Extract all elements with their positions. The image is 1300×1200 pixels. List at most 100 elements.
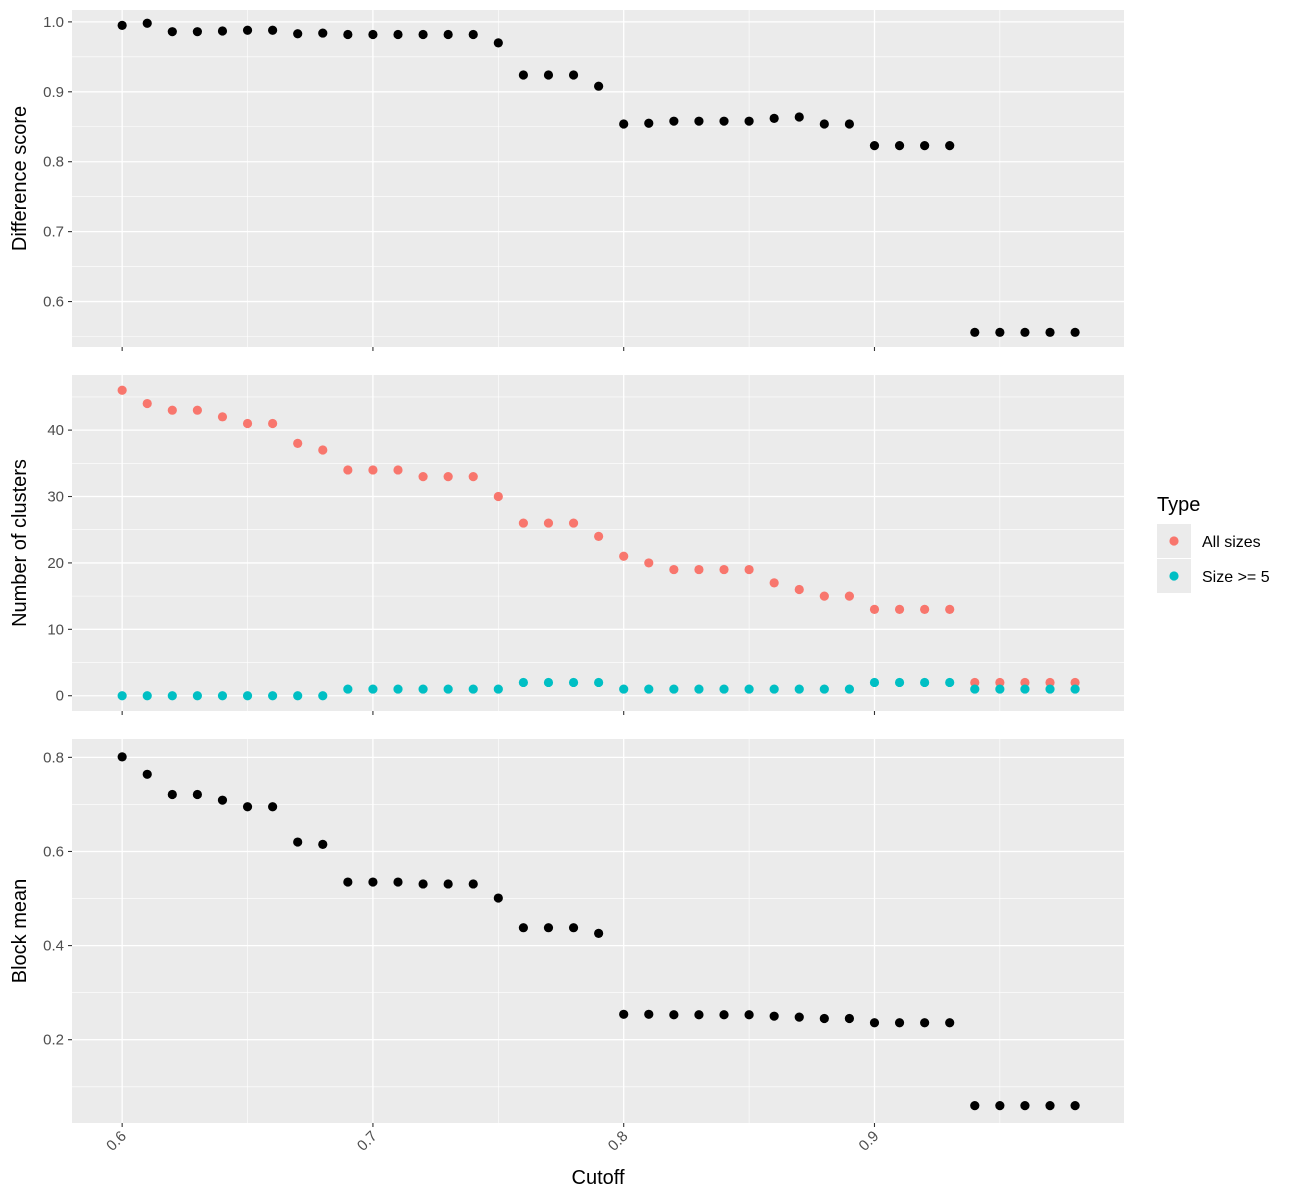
y-tick-label: 20: [47, 555, 64, 572]
data-point: [594, 81, 604, 91]
data-point: [995, 1100, 1005, 1111]
data-point: [418, 684, 428, 694]
data-point: [418, 471, 428, 482]
data-point: [920, 1018, 930, 1028]
data-point: [894, 604, 905, 615]
data-point: [368, 684, 378, 694]
data-point: [242, 691, 253, 701]
panel-1: 0.6 0.7 0.8 0.9 1.0 Difference score: [9, 10, 1124, 351]
data-point: [343, 465, 353, 475]
data-point: [318, 28, 328, 38]
y-tick-label: 10: [47, 621, 64, 638]
y-tick-label: 0.4: [43, 938, 64, 955]
data-point: [1070, 684, 1080, 694]
data-point: [293, 691, 303, 701]
data-point: [945, 1018, 955, 1028]
data-point: [568, 677, 579, 688]
data-point: [1045, 1100, 1055, 1111]
data-point: [719, 564, 729, 575]
data-point: [719, 684, 729, 694]
data-point: [443, 471, 453, 482]
data-point: [769, 578, 779, 588]
y-tick-label: 0.6: [43, 294, 64, 311]
data-point: [669, 116, 679, 126]
data-point: [970, 677, 980, 688]
data-point: [844, 684, 855, 694]
panel-background: [72, 375, 1124, 711]
data-point: [694, 684, 704, 694]
data-point: [368, 465, 378, 475]
data-point: [217, 691, 228, 701]
data-point: [995, 684, 1005, 694]
data-point: [794, 112, 804, 122]
data-point: [217, 795, 228, 805]
data-point: [242, 25, 253, 35]
data-point: [493, 684, 503, 694]
data-point: [167, 691, 177, 701]
data-point: [1070, 677, 1080, 688]
data-point: [945, 677, 955, 688]
data-point: [393, 465, 403, 475]
data-point: [518, 923, 528, 933]
data-point: [970, 1100, 980, 1111]
data-point: [970, 684, 980, 694]
data-point: [594, 677, 604, 688]
data-point: [970, 327, 980, 337]
data-point: [1070, 1100, 1080, 1111]
data-point: [1020, 1100, 1030, 1111]
data-point: [167, 789, 177, 800]
data-point: [142, 691, 152, 701]
data-point: [393, 29, 403, 40]
x-tick-label: 0.7: [354, 1128, 381, 1155]
y-tick-label: 0.2: [43, 1032, 64, 1049]
data-point: [368, 29, 378, 40]
data-point: [268, 802, 278, 812]
data-point: [318, 839, 328, 850]
data-point: [543, 923, 554, 933]
data-point: [192, 27, 202, 37]
data-point: [268, 25, 278, 35]
data-point: [719, 116, 729, 126]
data-point: [794, 1012, 804, 1022]
data-point: [142, 398, 152, 409]
data-point: [869, 604, 880, 615]
data-point: [995, 327, 1005, 337]
y-tick-label: 0.9: [43, 84, 64, 101]
data-point: [894, 141, 905, 151]
data-point: [945, 604, 955, 615]
data-point: [192, 691, 202, 701]
data-point: [568, 923, 579, 933]
data-point: [769, 1011, 779, 1021]
data-point: [518, 518, 528, 528]
data-point: [293, 29, 303, 39]
data-point: [318, 691, 328, 701]
data-point: [493, 893, 503, 903]
data-point: [744, 116, 754, 126]
data-point: [543, 518, 554, 528]
data-point: [669, 684, 679, 694]
data-point: [995, 677, 1005, 688]
y-axis-title: Difference score: [9, 106, 31, 251]
data-point: [192, 789, 202, 800]
data-point: [644, 558, 654, 568]
legend-dot-size-5: [1169, 571, 1179, 581]
data-point: [468, 879, 478, 889]
data-point: [744, 684, 754, 694]
y-tick-label: 40: [47, 422, 64, 439]
data-point: [945, 141, 955, 151]
data-point: [819, 684, 829, 694]
data-point: [443, 684, 453, 694]
data-point: [117, 691, 127, 701]
data-point: [694, 1010, 704, 1020]
data-point: [619, 684, 629, 694]
data-point: [518, 70, 528, 80]
data-point: [293, 438, 303, 448]
panel-3: 0.2 0.4 0.6 0.8 Block mean: [9, 739, 1124, 1127]
data-point: [769, 113, 779, 123]
y-axis-title: Number of clusters: [9, 459, 31, 627]
data-point: [468, 29, 478, 40]
data-point: [343, 29, 353, 40]
data-point: [644, 1009, 654, 1019]
data-point: [769, 684, 779, 694]
